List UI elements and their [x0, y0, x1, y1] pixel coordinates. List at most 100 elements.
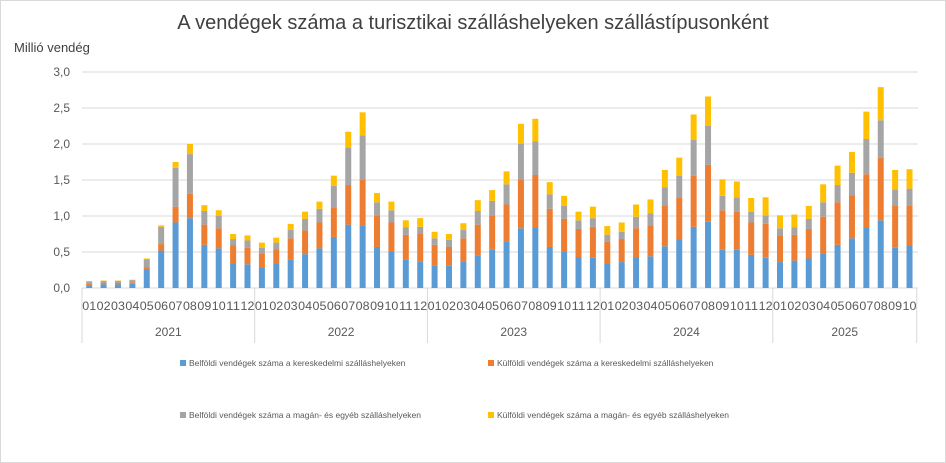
x-tick-label: 12	[759, 299, 773, 313]
y-tick-label: 0,0	[53, 281, 70, 295]
x-tick-label: 09	[543, 299, 557, 313]
year-label: 2021	[155, 325, 182, 339]
bar-segment	[589, 206, 596, 219]
legend-swatch	[180, 412, 186, 418]
x-tick-label: 03	[456, 299, 470, 313]
bar-segment	[892, 189, 899, 206]
bar-segment	[647, 256, 654, 288]
legend-item: Külföldi vendégek száma a kereskedelmi s…	[488, 358, 713, 368]
bar-segment	[618, 231, 625, 240]
bar-segment	[186, 218, 193, 288]
x-tick-label: 07	[859, 299, 873, 313]
bar-segment	[748, 254, 755, 288]
bar-segment	[604, 234, 611, 242]
bar-segment	[604, 226, 611, 235]
bar-segment	[417, 218, 424, 227]
x-tick-label: 11	[744, 299, 758, 313]
bar-segment	[892, 205, 899, 248]
bar-segment	[906, 169, 913, 189]
bar-segment	[345, 185, 352, 225]
bar-segment	[258, 242, 265, 248]
bar-segment	[848, 151, 855, 173]
bar-segment	[834, 185, 841, 203]
bar-segment	[503, 184, 510, 205]
bar-segment	[489, 249, 496, 288]
bar-segment	[143, 267, 150, 270]
bar-segment	[359, 112, 366, 136]
bar-segment	[345, 224, 352, 288]
bar-segment	[618, 262, 625, 288]
x-tick-label: 11	[399, 299, 413, 313]
bar-segment	[129, 280, 136, 283]
bar-segment	[186, 154, 193, 194]
bar-segment	[863, 111, 870, 139]
x-tick-label: 07	[341, 299, 355, 313]
bar-segment	[287, 259, 294, 288]
x-tick-label: 02	[442, 299, 456, 313]
x-tick-label: 06	[672, 299, 686, 313]
bar-segment	[618, 239, 625, 263]
bar-segment	[374, 202, 381, 216]
bar-segment	[546, 246, 553, 288]
legend-swatch	[488, 412, 494, 418]
bar-segment	[805, 218, 812, 229]
bar-segment	[848, 195, 855, 239]
bar-segment	[388, 201, 395, 211]
x-tick-label: 04	[471, 299, 485, 313]
bar-segment	[820, 184, 827, 203]
x-tick-label: 11	[226, 299, 240, 313]
bar-segment	[719, 249, 726, 288]
bar-segment	[431, 238, 438, 245]
x-tick-label: 04	[125, 299, 139, 313]
bar-segment	[561, 195, 568, 206]
bar-segment	[287, 223, 294, 230]
bar-segment	[302, 218, 309, 231]
bar-segment	[402, 220, 409, 228]
bar-segment	[762, 257, 769, 288]
y-tick-label: 1,0	[53, 209, 70, 223]
bar-segment	[172, 222, 179, 288]
bar-segment	[445, 239, 452, 247]
bar-segment	[100, 280, 107, 283]
legend-item: Belföldi vendégek száma a kereskedelmi s…	[180, 358, 405, 368]
legend-swatch	[180, 360, 186, 366]
bar-segment	[445, 246, 452, 266]
bar-segment	[86, 283, 93, 286]
bar-segment	[143, 259, 150, 268]
bar-segment	[532, 118, 539, 142]
bar-segment	[834, 165, 841, 186]
bar-segment	[215, 248, 222, 288]
x-tick-label: 05	[140, 299, 154, 313]
bar-segment	[374, 246, 381, 288]
bar-segment	[143, 270, 150, 288]
bar-segment	[258, 267, 265, 288]
bar-segment	[633, 228, 640, 258]
bar-segment	[589, 226, 596, 258]
y-axis-label: Millió vendég	[14, 40, 90, 55]
bar-segment	[575, 220, 582, 229]
bar-segment	[618, 222, 625, 232]
bar-segment	[114, 282, 121, 285]
bar-segment	[532, 227, 539, 288]
bar-segment	[517, 123, 524, 144]
bar-segment	[748, 222, 755, 255]
bar-segment	[273, 242, 280, 250]
bar-segment	[201, 244, 208, 288]
bar-segment	[201, 210, 208, 225]
bar-segment	[273, 237, 280, 243]
bar-segment	[676, 197, 683, 240]
bar-segment	[431, 231, 438, 239]
bar-segment	[431, 265, 438, 288]
bar-segment	[460, 229, 467, 239]
bar-segment	[776, 215, 783, 229]
bar-segment	[877, 157, 884, 221]
bar-segment	[690, 175, 697, 227]
x-tick-label: 06	[327, 299, 341, 313]
bar-segment	[302, 230, 309, 255]
bar-segment	[848, 172, 855, 196]
bar-segment	[445, 234, 452, 240]
bar-segment	[186, 144, 193, 155]
bar-segment	[863, 174, 870, 228]
bar-segment	[647, 199, 654, 214]
